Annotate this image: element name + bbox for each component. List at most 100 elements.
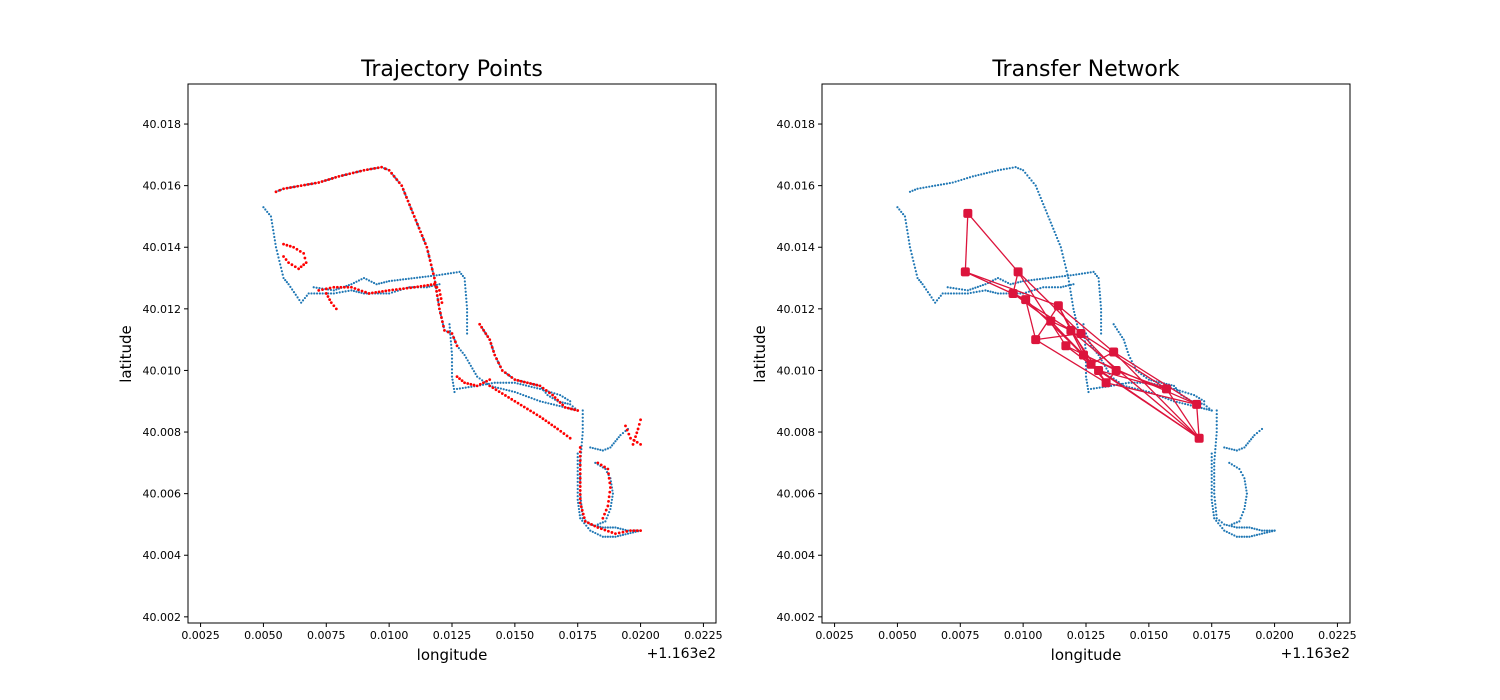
trajectory-point: [344, 290, 347, 293]
trajectory-point: [1250, 527, 1254, 530]
x-tick-label: 0.0200: [621, 629, 660, 642]
trajectory-point: [471, 367, 474, 370]
trajectory-point: [544, 391, 547, 394]
trajectory-point: [1038, 193, 1041, 196]
trajectory-point: [1178, 401, 1181, 404]
trajectory-point: [476, 375, 479, 378]
trajectory-point: [1215, 430, 1218, 434]
trajectory-point: [281, 273, 284, 276]
network-node: [1008, 288, 1018, 298]
trajectory-point: [463, 280, 466, 283]
highlight-point: [334, 307, 338, 311]
highlight-point: [357, 288, 360, 292]
trajectory-point: [1098, 287, 1101, 290]
highlight-point: [492, 349, 495, 353]
trajectory-point: [966, 289, 969, 292]
trajectory-point: [1136, 381, 1139, 384]
highlight-point: [526, 381, 529, 385]
trajectory-point: [1167, 398, 1170, 401]
trajectory-point: [428, 285, 431, 288]
trajectory-point: [610, 498, 614, 501]
trajectory-point: [1223, 529, 1226, 532]
trajectory-point: [516, 391, 519, 395]
highlight-point: [438, 288, 441, 292]
trajectory-point: [262, 206, 265, 209]
trajectory-point: [303, 296, 307, 300]
highlight-point: [425, 245, 429, 249]
trajectory-point: [1073, 313, 1076, 317]
trajectory-point: [264, 208, 267, 211]
trajectory-point: [614, 535, 617, 538]
trajectory-point: [1223, 523, 1226, 526]
highlight-point: [460, 379, 464, 383]
trajectory-point: [957, 179, 960, 182]
trajectory-point: [355, 280, 358, 283]
trajectory-point: [1184, 391, 1187, 394]
highlight-point: [507, 395, 510, 399]
plot-marks: [896, 166, 1276, 538]
trajectory-point: [313, 292, 316, 295]
trajectory-point: [1239, 517, 1242, 520]
trajectory-point: [928, 185, 931, 188]
trajectory-point: [972, 291, 975, 294]
trajectory-point: [599, 522, 602, 525]
trajectory-point: [948, 181, 951, 185]
trajectory-point: [1037, 190, 1040, 193]
trajectory-point: [1045, 286, 1048, 289]
trajectory-point: [463, 276, 466, 280]
trajectory-point: [604, 526, 607, 529]
highlight-point: [429, 263, 433, 267]
trajectory-point: [415, 276, 419, 279]
trajectory-point: [606, 526, 609, 529]
highlight-point: [412, 285, 416, 289]
highlight-point: [431, 272, 435, 276]
trajectory-point: [1208, 407, 1211, 410]
trajectory-point: [1213, 472, 1216, 475]
highlight-point: [439, 297, 443, 300]
trajectory-point: [925, 186, 928, 189]
trajectory-point: [465, 314, 469, 317]
trajectory-point: [610, 444, 614, 447]
trajectory-point: [1253, 434, 1256, 437]
trajectory-point: [1210, 498, 1213, 501]
network-edge: [1035, 339, 1107, 384]
highlight-point: [625, 428, 629, 432]
highlight-point: [306, 183, 310, 186]
trajectory-point: [982, 172, 986, 175]
trajectory-point: [985, 171, 988, 175]
x-tick-label: 0.0175: [1192, 629, 1231, 642]
trajectory-point: [1063, 259, 1066, 263]
trajectory-point: [1075, 323, 1079, 326]
trajectory-point: [461, 386, 464, 390]
trajectory-point: [332, 292, 335, 295]
trajectory-point: [926, 291, 930, 294]
network-node: [1111, 365, 1121, 375]
trajectory-point: [1124, 344, 1127, 347]
highlight-point: [348, 172, 352, 176]
trajectory-point: [1210, 484, 1213, 487]
trajectory-point: [1219, 524, 1222, 527]
x-axis-label: longitude: [1051, 646, 1122, 664]
highlight-point: [466, 382, 470, 385]
trajectory-point: [1058, 243, 1061, 246]
trajectory-point: [385, 280, 388, 283]
trajectory-point: [1061, 275, 1064, 278]
trajectory-point: [1059, 286, 1062, 289]
trajectory-point: [427, 252, 430, 256]
trajectory-point: [1055, 236, 1059, 240]
trajectory-point: [1071, 304, 1074, 307]
y-tick-label: 40.002: [143, 611, 182, 624]
trajectory-point: [1221, 527, 1224, 530]
network-edge: [965, 271, 1059, 307]
trajectory-point: [934, 301, 937, 304]
network-edge: [1080, 333, 1117, 371]
trajectory-point: [1030, 179, 1033, 182]
trajectory-point: [357, 279, 361, 282]
highlight-point: [302, 263, 306, 267]
highlight-point: [484, 332, 488, 335]
trajectory-point: [449, 272, 453, 275]
highlight-point: [292, 245, 295, 249]
highlight-point: [317, 181, 321, 184]
highlight-point: [344, 173, 348, 177]
trajectory-point: [466, 359, 469, 362]
